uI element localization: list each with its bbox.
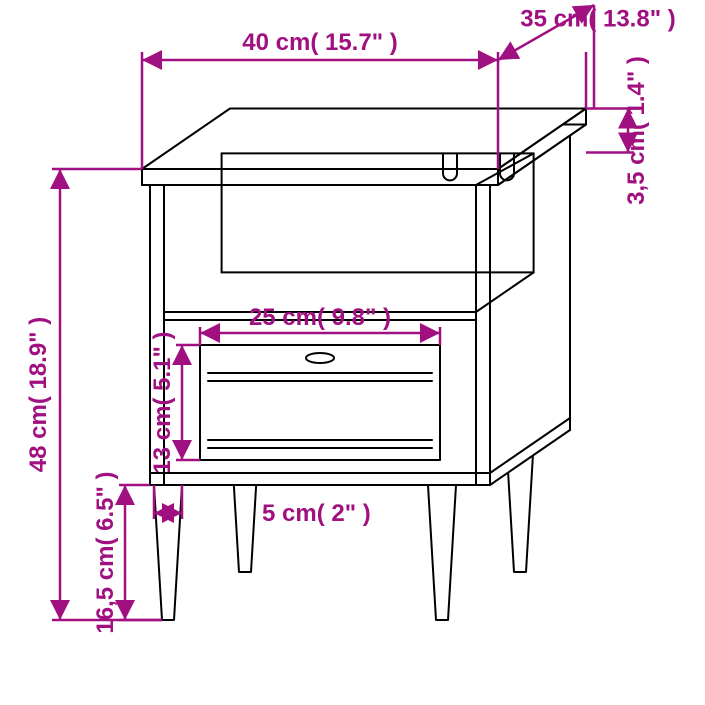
leg-front-right [428,485,456,620]
label-drawer-width: 25 cm( 9.8" ) [249,304,391,331]
label-leg-width: 5 cm( 2" ) [262,500,371,527]
label-depth: 35 cm( 13.8" ) [520,6,675,33]
dimension-lines: 40 cm( 15.7" ) 35 cm( 13.8" ) 48 cm( 18.9"… [25,5,676,634]
label-height: 48 cm( 18.9" ) [25,317,52,472]
furniture-line-art [142,109,586,621]
dimension-diagram: 40 cm( 15.7" ) 35 cm( 13.8" ) 48 cm( 18.9"… [0,0,705,705]
leg-front-left [154,485,182,620]
label-leg-height: 16,5 cm( 6.5" ) [92,471,119,633]
label-width: 40 cm( 15.7" ) [242,29,397,56]
label-top-thickness: 3,5 cm( 1.4" ) [623,56,650,205]
label-drawer-height: 13 cm( 5.1" ) [149,331,176,473]
